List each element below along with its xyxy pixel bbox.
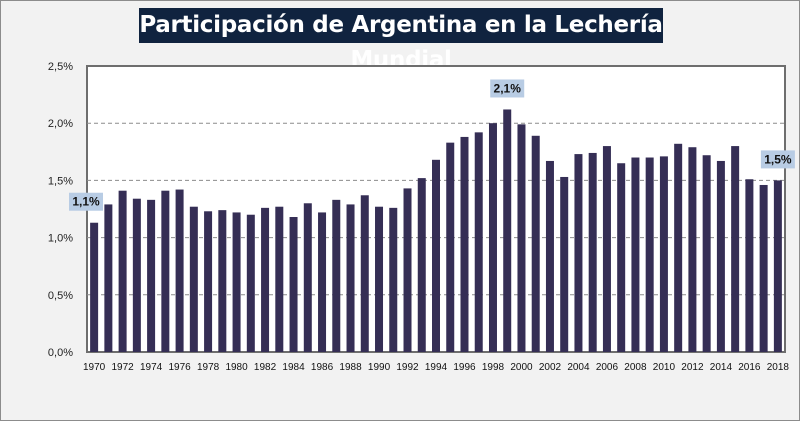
bar-2016 bbox=[745, 179, 754, 352]
data-label: 1,5% bbox=[764, 152, 792, 166]
bar-1994 bbox=[432, 159, 440, 352]
bar-1985 bbox=[303, 203, 312, 352]
x-tick-label: 2012 bbox=[681, 362, 704, 373]
x-tick-label: 2004 bbox=[567, 362, 590, 373]
y-tick-label: 1,5% bbox=[48, 175, 73, 187]
data-label-box bbox=[490, 79, 525, 98]
bar-2018 bbox=[773, 180, 782, 352]
x-tick-label: 2002 bbox=[539, 362, 562, 373]
x-tick-label: 2010 bbox=[653, 362, 676, 373]
x-tick-label: 1990 bbox=[368, 362, 391, 373]
bar-1979 bbox=[218, 210, 227, 352]
bar-1977 bbox=[189, 206, 198, 352]
bar-2008 bbox=[631, 157, 640, 352]
x-tick-label: 1996 bbox=[453, 362, 476, 373]
bar-2013 bbox=[702, 155, 711, 352]
bar-1973 bbox=[132, 198, 141, 352]
data-label-box bbox=[760, 150, 795, 169]
bar-1978 bbox=[204, 211, 213, 352]
x-tick-label: 1984 bbox=[282, 362, 305, 373]
bar-1984 bbox=[289, 217, 298, 352]
data-label: 2,1% bbox=[494, 81, 522, 95]
x-tick-label: 1978 bbox=[197, 362, 220, 373]
y-tick-label: 2,5% bbox=[48, 61, 73, 73]
bar-2004 bbox=[574, 154, 583, 352]
bar-2014 bbox=[716, 160, 725, 352]
bar-2015 bbox=[731, 146, 740, 352]
bar-1999 bbox=[503, 109, 512, 352]
bar-1986 bbox=[318, 212, 327, 352]
y-tick-label: 0,0% bbox=[48, 347, 73, 359]
x-tick-label: 1986 bbox=[311, 362, 334, 373]
bar-1991 bbox=[389, 207, 398, 352]
x-tick-label: 2014 bbox=[710, 362, 733, 373]
data-label-box bbox=[69, 192, 103, 211]
bar-2003 bbox=[560, 176, 569, 352]
bar-1972 bbox=[118, 190, 127, 352]
bar-1981 bbox=[246, 214, 255, 352]
bar-1983 bbox=[275, 206, 284, 352]
x-tick-label: 2018 bbox=[767, 362, 790, 373]
bar-1988 bbox=[346, 204, 355, 352]
data-label: 1,1% bbox=[72, 195, 100, 209]
bar-1996 bbox=[460, 136, 469, 352]
y-tick-label: 0,5% bbox=[48, 290, 73, 302]
bar-1995 bbox=[446, 142, 455, 352]
bar-2012 bbox=[688, 147, 697, 352]
x-tick-label: 1972 bbox=[111, 362, 134, 373]
bar-2007 bbox=[617, 163, 626, 352]
x-tick-label: 1992 bbox=[396, 362, 419, 373]
x-tick-label: 2000 bbox=[510, 362, 533, 373]
x-tick-label: 1994 bbox=[425, 362, 448, 373]
x-tick-label: 1988 bbox=[339, 362, 362, 373]
bar-2005 bbox=[588, 152, 597, 352]
x-tick-label: 1982 bbox=[254, 362, 277, 373]
bar-1989 bbox=[360, 195, 369, 352]
bar-1990 bbox=[375, 206, 384, 352]
bar-2002 bbox=[545, 160, 554, 352]
x-tick-label: 1974 bbox=[140, 362, 163, 373]
y-tick-label: 2,0% bbox=[48, 118, 73, 130]
bar-1982 bbox=[261, 207, 270, 352]
bar-2001 bbox=[531, 135, 540, 352]
bar-1992 bbox=[403, 188, 412, 352]
bar-1971 bbox=[104, 204, 113, 352]
bar-2010 bbox=[659, 156, 668, 352]
bar-2011 bbox=[674, 143, 683, 352]
bar-1998 bbox=[488, 123, 497, 352]
bar-1980 bbox=[232, 212, 241, 352]
bar-1976 bbox=[175, 189, 184, 352]
bar-1970 bbox=[90, 222, 99, 352]
bar-1993 bbox=[417, 178, 426, 352]
x-tick-label: 1976 bbox=[168, 362, 191, 373]
bar-1997 bbox=[474, 132, 483, 352]
bar-2009 bbox=[645, 157, 654, 352]
x-tick-label: 2016 bbox=[738, 362, 761, 373]
x-tick-label: 1998 bbox=[482, 362, 505, 373]
bar-2000 bbox=[517, 124, 526, 353]
x-tick-label: 1970 bbox=[83, 362, 106, 373]
bar-2017 bbox=[759, 184, 768, 352]
bar-1975 bbox=[161, 190, 170, 352]
x-tick-label: 2008 bbox=[624, 362, 647, 373]
bar-1987 bbox=[332, 199, 341, 352]
bar-2006 bbox=[602, 146, 611, 352]
x-tick-label: 1980 bbox=[225, 362, 248, 373]
bar-1974 bbox=[147, 199, 156, 352]
y-tick-label: 1,0% bbox=[48, 233, 73, 245]
x-tick-label: 2006 bbox=[596, 362, 619, 373]
